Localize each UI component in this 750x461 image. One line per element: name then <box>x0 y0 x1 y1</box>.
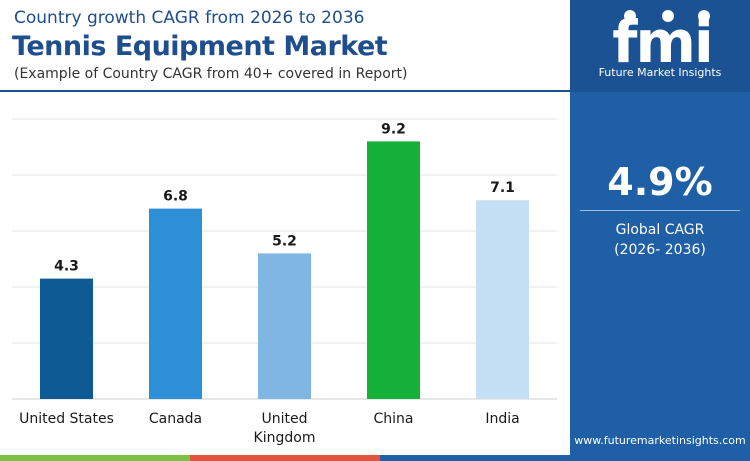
header: Country growth CAGR from 2026 to 2036 Te… <box>0 0 570 90</box>
stat-divider <box>580 210 740 211</box>
data-label: 5.2 <box>272 233 297 249</box>
logo-caption: Future Market Insights <box>598 66 722 79</box>
x-tick-label: India <box>485 411 519 427</box>
sidebar: fmi Future Market Insights 4.9% Global C… <box>570 0 750 461</box>
bottom-strip-segment <box>570 455 750 461</box>
bar <box>258 253 311 399</box>
chart-subtitle: Country growth CAGR from 2026 to 2036 <box>14 8 365 28</box>
x-tick-label: United <box>262 411 308 427</box>
website-link[interactable]: www.futuremarketinsights.com <box>574 434 746 447</box>
x-tick-label: China <box>374 411 414 427</box>
bar-chart: 4.3 United States 6.8 Canada 5.2 United Kingdo… <box>12 118 557 446</box>
header-divider <box>0 90 570 92</box>
bar <box>367 141 420 399</box>
chart-note: (Example of Country CAGR from 40+ covere… <box>14 66 408 82</box>
chart-title: Tennis Equipment Market <box>12 31 388 62</box>
sidebar-logo-band <box>570 0 750 92</box>
global-cagr-label-line2: (2026- 2036) <box>614 242 706 258</box>
x-tick-label: United States <box>19 411 114 427</box>
bar <box>149 208 202 399</box>
fmi-logo-icon: fmi <box>612 8 714 68</box>
data-label: 7.1 <box>490 180 515 196</box>
bar <box>476 200 529 399</box>
data-label: 9.2 <box>381 121 406 137</box>
data-label: 6.8 <box>163 189 188 205</box>
global-cagr-value: 4.9% <box>607 160 713 204</box>
bottom-strip-segment <box>380 455 570 461</box>
bar <box>40 278 93 399</box>
data-label: 4.3 <box>54 259 79 275</box>
global-cagr-label: Global CAGR (2026- 2036) <box>570 220 750 260</box>
x-tick-label: Kingdom <box>254 430 316 446</box>
x-tick-label: Canada <box>149 411 202 427</box>
bottom-strip-segment <box>190 455 380 461</box>
bottom-strip-segment <box>0 455 190 461</box>
global-cagr-label-line1: Global CAGR <box>615 222 705 238</box>
